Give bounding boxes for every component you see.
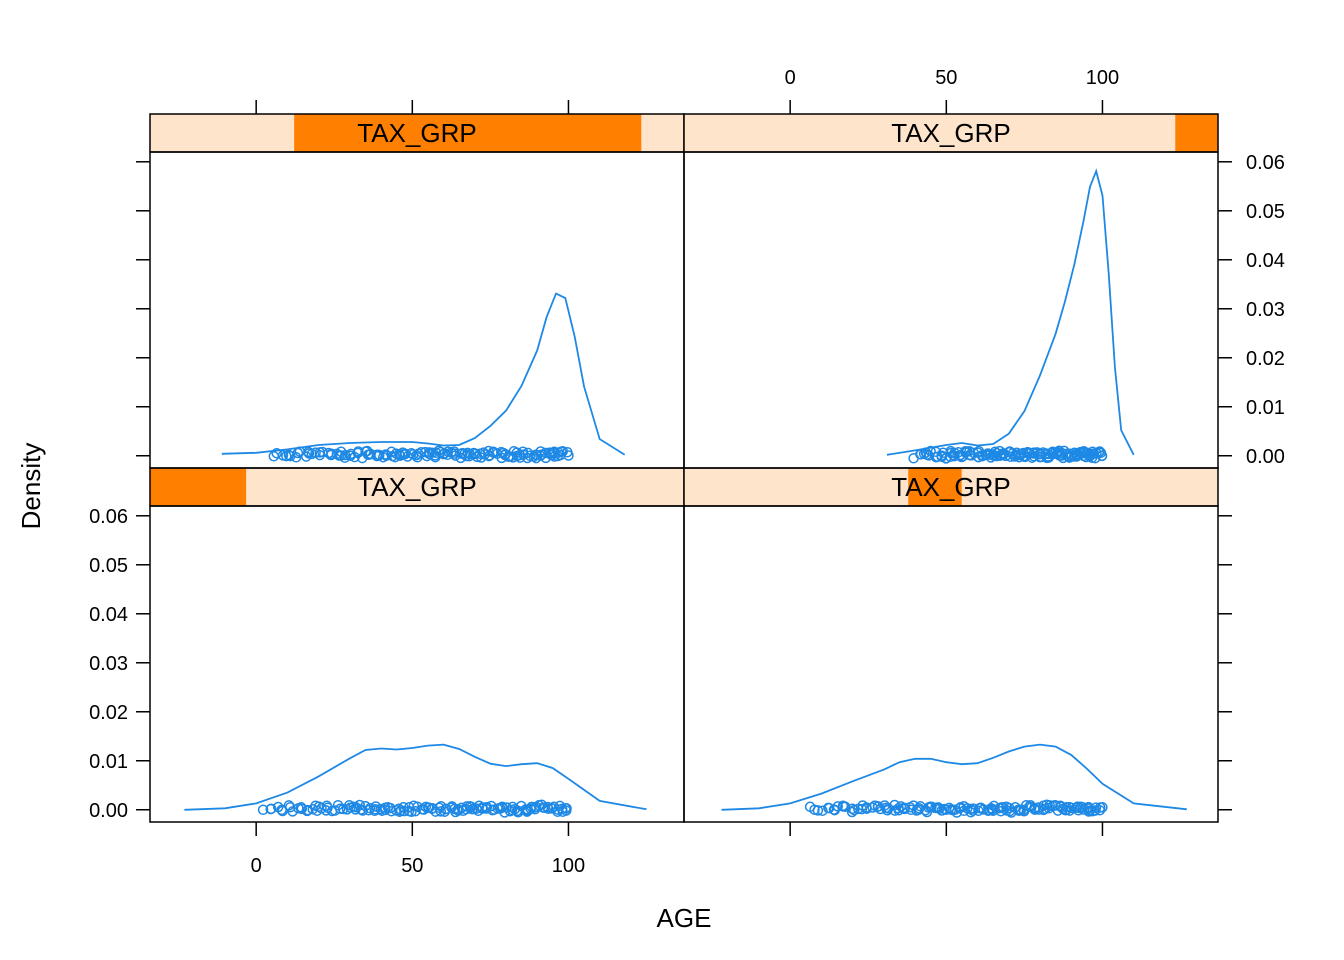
- rug-point: [1095, 802, 1106, 813]
- rug-point: [386, 805, 397, 817]
- x-axis-title: AGE: [657, 903, 712, 933]
- rug-point: [370, 804, 381, 815]
- rug-point: [882, 805, 893, 816]
- rug-point: [812, 805, 824, 816]
- rug-point: [287, 806, 298, 817]
- rug-point: [817, 805, 828, 816]
- panel-bottom-left: TAX_GRP: [149, 467, 685, 823]
- rug-points: [908, 445, 1108, 464]
- panel-top-left: TAX_GRP: [149, 113, 685, 469]
- rug-point: [257, 804, 269, 816]
- density-curve: [221, 292, 626, 456]
- rug-points: [804, 799, 1108, 818]
- density-curve: [886, 168, 1135, 456]
- rug-point: [296, 803, 308, 815]
- y-tick-label-right: 0.04: [1246, 250, 1285, 272]
- strip-level-indicator: [150, 468, 247, 506]
- rug-point: [898, 802, 910, 814]
- panel-border: [683, 505, 1219, 823]
- strip-level-indicator: [1175, 114, 1218, 152]
- y-tick-label: 0.06: [89, 506, 128, 528]
- rug-point: [934, 803, 945, 815]
- strip-label: TAX_GRP: [891, 118, 1010, 148]
- x-tick-label: 0: [251, 855, 262, 877]
- x-tick-label-top: 100: [1086, 67, 1119, 89]
- y-tick-label: 0.02: [89, 702, 128, 724]
- y-tick-label: 0.05: [89, 555, 128, 577]
- rug-point: [867, 802, 878, 813]
- rug-point: [340, 449, 351, 461]
- y-tick-label-right: 0.03: [1246, 299, 1285, 321]
- strip-label: TAX_GRP: [357, 118, 476, 148]
- panel-border: [149, 151, 685, 469]
- y-tick-label: 0.03: [89, 653, 128, 675]
- y-tick-label-right: 0.06: [1246, 152, 1285, 174]
- y-tick-label-right: 0.05: [1246, 201, 1285, 223]
- rug-point: [528, 451, 540, 462]
- y-axis-title: Density: [16, 443, 46, 530]
- panel-border: [683, 151, 1219, 469]
- rug-point: [996, 802, 1007, 813]
- rug-point: [325, 449, 337, 461]
- y-tick-label: 0.01: [89, 751, 128, 773]
- rug-point: [839, 801, 851, 812]
- rug-point: [400, 448, 411, 460]
- y-tick-label-right: 0.01: [1246, 397, 1285, 419]
- y-tick-label-right: 0.02: [1246, 348, 1285, 370]
- rug-point: [380, 449, 391, 460]
- strip-level-indicator: [294, 114, 642, 152]
- rug-point: [1096, 450, 1108, 462]
- y-tick-label: 0.00: [89, 800, 128, 822]
- rug-point: [524, 450, 536, 462]
- panel-bottom-right: TAX_GRP: [683, 467, 1219, 823]
- density-curve: [184, 743, 647, 811]
- panel-border: [149, 505, 685, 823]
- rug-point: [487, 805, 498, 816]
- rug-point: [481, 803, 492, 814]
- rug-points: [268, 445, 574, 464]
- strip-level-indicator: [908, 468, 962, 506]
- rug-point: [563, 450, 574, 461]
- strip-label: TAX_GRP: [891, 472, 1010, 502]
- x-tick-label: 100: [552, 855, 585, 877]
- rug-point: [561, 805, 572, 816]
- y-tick-label: 0.04: [89, 604, 128, 626]
- axes: 0 50 100 0 50 100 0.00 0.00 0.01 0.01 0.02 0.02 0.03…: [16, 67, 1285, 933]
- strip-background: [684, 114, 1218, 152]
- rug-points: [257, 799, 572, 818]
- chart-root: TAX_GRP TAX_GRP TAX_GRP TAX_GRP 0 50 100 0 50 100…: [16, 67, 1285, 933]
- strip-label: TAX_GRP: [357, 472, 476, 502]
- y-tick-label-right: 0.00: [1246, 446, 1285, 468]
- rug-point: [883, 803, 894, 814]
- rug-point: [965, 450, 977, 461]
- rug-point: [441, 803, 452, 814]
- panel-top-right: TAX_GRP: [683, 113, 1219, 469]
- rug-point: [301, 805, 313, 817]
- rug-point: [872, 801, 884, 812]
- rug-point: [271, 447, 282, 459]
- x-tick-label: 50: [401, 855, 423, 877]
- rug-point: [925, 445, 936, 457]
- rug-point: [354, 799, 365, 811]
- rug-point: [535, 450, 546, 462]
- density-curve: [721, 743, 1187, 811]
- rug-point: [499, 807, 510, 818]
- rug-point: [846, 806, 858, 818]
- rug-point: [1070, 802, 1082, 813]
- x-tick-label-top: 0: [785, 67, 796, 89]
- rug-point: [265, 803, 277, 815]
- x-tick-label-top: 50: [935, 67, 957, 89]
- rug-point: [375, 803, 386, 815]
- rug-point: [832, 801, 844, 812]
